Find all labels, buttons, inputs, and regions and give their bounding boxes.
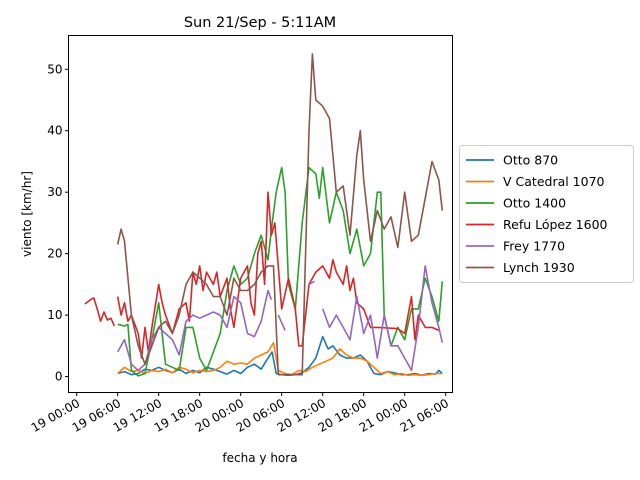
y-tick-label: 0	[55, 370, 63, 384]
series-line	[308, 280, 315, 286]
legend: Otto 870 V Catedral 1070 Otto 1400 Refu Lóp…	[459, 145, 634, 283]
series-line	[84, 297, 116, 327]
series-refu-l-pez-1600	[84, 191, 440, 359]
series-line	[321, 265, 444, 372]
series-line	[117, 341, 443, 377]
series-lynch-1930	[116, 53, 444, 376]
legend-label: Frey 1770	[503, 239, 565, 254]
series-line	[277, 314, 286, 331]
plot-area	[84, 53, 444, 377]
y-axis-label: viento [km/hr]	[20, 171, 34, 257]
y-tick-label: 20	[47, 247, 62, 261]
y-axis: 0 10 20 30 40 50	[47, 62, 69, 384]
legend-entry: Refu López 1600	[466, 217, 608, 232]
series-v-catedral-1070	[117, 341, 443, 377]
legend-label: V Catedral 1070	[503, 174, 605, 189]
y-tick-label: 40	[47, 124, 62, 138]
legend-label: Otto 870	[503, 153, 558, 168]
legend-entry: V Catedral 1070	[466, 174, 605, 189]
legend-entry: Frey 1770	[466, 239, 565, 254]
legend-box	[459, 145, 634, 283]
series-otto-1400	[117, 166, 444, 377]
legend-label: Lynch 1930	[503, 260, 575, 275]
legend-entry: Lynch 1930	[466, 260, 575, 275]
legend-label: Refu López 1600	[503, 217, 608, 232]
legend-entry: Otto 1400	[466, 196, 566, 211]
series-line	[117, 166, 444, 377]
legend-label: Otto 1400	[503, 196, 566, 211]
chart-title: Sun 21/Sep - 5:11AM	[184, 15, 336, 31]
y-tick-label: 10	[47, 308, 62, 322]
y-tick-label: 30	[47, 185, 62, 199]
axes-frame	[68, 35, 453, 393]
series-line	[117, 289, 273, 372]
y-tick-label: 50	[47, 62, 62, 76]
x-axis-label: fecha y hora	[222, 451, 297, 465]
series-frey-1770	[117, 265, 444, 372]
legend-entry: Otto 870	[466, 153, 558, 168]
series-line	[116, 53, 444, 376]
